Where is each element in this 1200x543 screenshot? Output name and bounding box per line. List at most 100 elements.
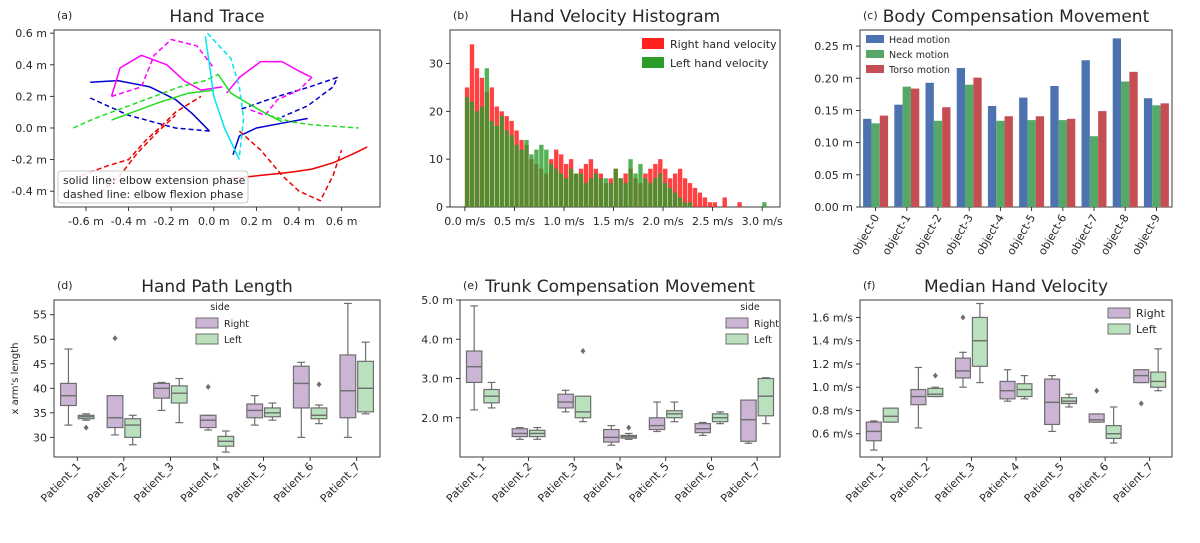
hist-bar — [672, 192, 678, 207]
bar — [1019, 97, 1028, 207]
bar — [1004, 116, 1013, 207]
bar — [1152, 105, 1161, 207]
hist-bar — [702, 197, 708, 207]
x-tick-label: object-1 — [880, 212, 914, 257]
box — [511, 428, 529, 438]
box — [574, 395, 592, 419]
y-tick-label: 0.10 m — [814, 137, 853, 150]
x-tick-label: Patient_3 — [535, 460, 580, 505]
y-tick-label: 0.2 m — [15, 90, 47, 103]
bar — [973, 77, 982, 207]
hist-bar — [663, 183, 668, 207]
y-tick-label: 20 — [429, 105, 443, 118]
x-tick-label: 0.0 m/s — [444, 215, 485, 228]
hist-bar — [668, 187, 673, 207]
trace-magenta-solid — [110, 54, 223, 97]
box — [170, 385, 188, 404]
x-tick-label: 0.2 m — [241, 215, 273, 228]
x-tick-label: object-8 — [1098, 212, 1132, 257]
bar — [902, 86, 911, 207]
bar — [1081, 60, 1090, 207]
hist-bar — [608, 183, 613, 207]
hist-bar — [539, 144, 544, 207]
hist-bar — [628, 159, 633, 207]
hist-bar — [474, 111, 480, 207]
x-tick-label: object-7 — [1067, 212, 1101, 257]
y-tick-label: 0.0 m — [15, 122, 47, 135]
legend-title: side — [740, 302, 760, 313]
bar — [879, 115, 889, 207]
x-tick-label: 0.0 m — [198, 215, 230, 228]
hist-bar — [588, 178, 594, 207]
hist-bar — [707, 202, 713, 207]
hist-bar — [677, 168, 683, 207]
y-tick-label: 30 — [33, 431, 47, 444]
outlier — [205, 383, 211, 390]
trace-green-dashed — [72, 73, 219, 129]
hist-bar — [489, 120, 494, 207]
chart-title: Trunk Compensation Movement — [484, 277, 755, 297]
trace-blue-dashed-right — [241, 76, 339, 118]
y-tick-label: 55 — [33, 309, 47, 322]
y-tick-label: 0.8 m/s — [812, 404, 853, 417]
panel-label: (b) — [453, 9, 469, 22]
outlier — [112, 335, 118, 342]
y-tick-label: 1.6 m/s — [812, 311, 853, 324]
outlier — [580, 348, 586, 355]
legend-swatch — [642, 57, 664, 68]
x-tick-label: object-5 — [1005, 212, 1039, 257]
x-tick-label: 1.5 m/s — [593, 215, 634, 228]
hist-bar — [578, 173, 584, 207]
hist-bar — [658, 173, 663, 207]
x-tick-label: Patient_4 — [178, 460, 223, 505]
hist-bar — [618, 178, 623, 207]
bar — [1112, 38, 1122, 207]
box — [927, 387, 944, 398]
annotation-line: solid line: elbow extension phase — [63, 174, 246, 187]
box — [1088, 413, 1105, 423]
legend-swatch — [195, 317, 219, 329]
y-tick-label: 2.0 m — [421, 412, 453, 425]
y-tick-label: 4.0 m — [421, 333, 453, 346]
x-tick-label: Patient_3 — [932, 460, 977, 505]
y-tick-label: 3.0 m — [421, 373, 453, 386]
panel-label: (e) — [463, 279, 478, 292]
y-tick-label: 0.4 m — [15, 59, 47, 72]
hist-bar — [464, 96, 470, 207]
x-tick-label: object-2 — [911, 212, 945, 257]
x-tick-label: Patient_7 — [1111, 460, 1156, 505]
trace-cyan-solid — [204, 36, 241, 160]
y-tick-label: 10 — [429, 153, 443, 166]
bar — [1121, 81, 1130, 207]
hist-bar — [603, 178, 608, 207]
x-tick-label: Patient_5 — [627, 460, 672, 505]
box — [106, 395, 124, 429]
y-tick-label: 45 — [33, 358, 47, 371]
hist-bar — [469, 101, 475, 207]
x-tick-label: -0.6 m — [68, 215, 104, 228]
y-tick-label: 0.00 m — [814, 201, 853, 214]
bar — [863, 118, 872, 207]
legend-swatch — [866, 35, 884, 43]
y-tick-label: -0.4 m — [11, 185, 47, 198]
x-tick-label: 0.4 m — [283, 215, 315, 228]
hist-bar — [529, 154, 534, 207]
bar — [1160, 103, 1169, 207]
hist-bar — [593, 173, 599, 207]
hist-bar — [549, 163, 554, 207]
chart-e: Trunk Compensation Movement (e) 2.0 m 3.0 m… — [421, 277, 781, 505]
legend-label: Left — [1136, 323, 1157, 336]
annotation-box — [57, 170, 249, 204]
box — [740, 399, 757, 442]
bar — [956, 67, 966, 207]
trace-cyan-dashed — [206, 32, 245, 157]
hist-bar — [534, 149, 539, 207]
hist-bar — [509, 135, 514, 207]
trace-red-dashed-3 — [238, 130, 343, 202]
legend-label: Right — [224, 319, 249, 330]
y-tick-label: 0.6 m — [15, 27, 47, 40]
hist-bar — [479, 106, 485, 207]
x-tick-label: Patient_5 — [225, 460, 270, 505]
x-tick-label: -0.2 m — [153, 215, 189, 228]
x-tick-label: Patient_2 — [888, 460, 933, 505]
